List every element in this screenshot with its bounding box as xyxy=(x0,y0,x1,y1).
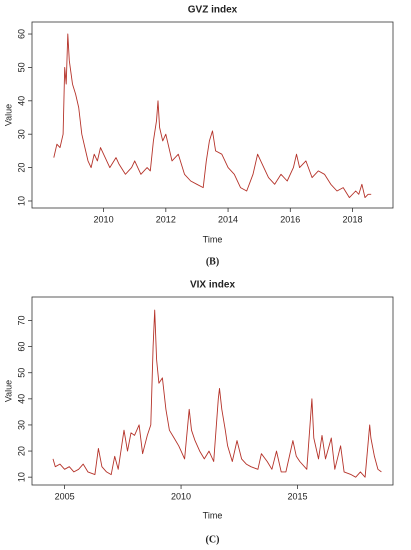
y-axis-label: Value xyxy=(3,104,13,126)
x-tick-label: 2015 xyxy=(287,491,307,501)
y-tick-label: 30 xyxy=(16,420,26,430)
plot-frame xyxy=(31,296,394,486)
chart-title: GVZ index xyxy=(188,5,238,16)
x-axis-label: Time xyxy=(203,510,223,520)
x-tick-label: 2010 xyxy=(171,491,191,501)
y-tick-label: 60 xyxy=(16,342,26,352)
y-tick-label: 10 xyxy=(16,196,26,206)
x-tick-label: 2018 xyxy=(343,214,363,224)
x-axis-label: Time xyxy=(203,234,223,244)
plot-frame xyxy=(31,21,394,209)
x-tick-label: 2016 xyxy=(280,214,300,224)
chart-title: VIX index xyxy=(190,280,235,291)
x-tick-label: 2005 xyxy=(55,491,75,501)
y-tick-label: 40 xyxy=(16,394,26,404)
y-tick-label: 50 xyxy=(16,368,26,378)
y-tick-label: 20 xyxy=(16,163,26,173)
y-tick-label: 10 xyxy=(16,472,26,482)
x-tick-label: 2010 xyxy=(94,214,114,224)
y-tick-label: 40 xyxy=(16,96,26,106)
x-tick-label: 2012 xyxy=(156,214,176,224)
x-tick-label: 2014 xyxy=(218,214,238,224)
panel-label: (B) xyxy=(206,256,219,267)
y-tick-label: 60 xyxy=(16,29,26,39)
y-tick-label: 30 xyxy=(16,129,26,139)
data-line xyxy=(52,309,382,478)
y-tick-label: 50 xyxy=(16,62,26,72)
y-axis-label: Value xyxy=(3,380,13,402)
panel-label: (C) xyxy=(206,534,220,545)
data-line xyxy=(53,33,372,199)
y-tick-label: 20 xyxy=(16,446,26,456)
y-tick-label: 70 xyxy=(16,315,26,325)
